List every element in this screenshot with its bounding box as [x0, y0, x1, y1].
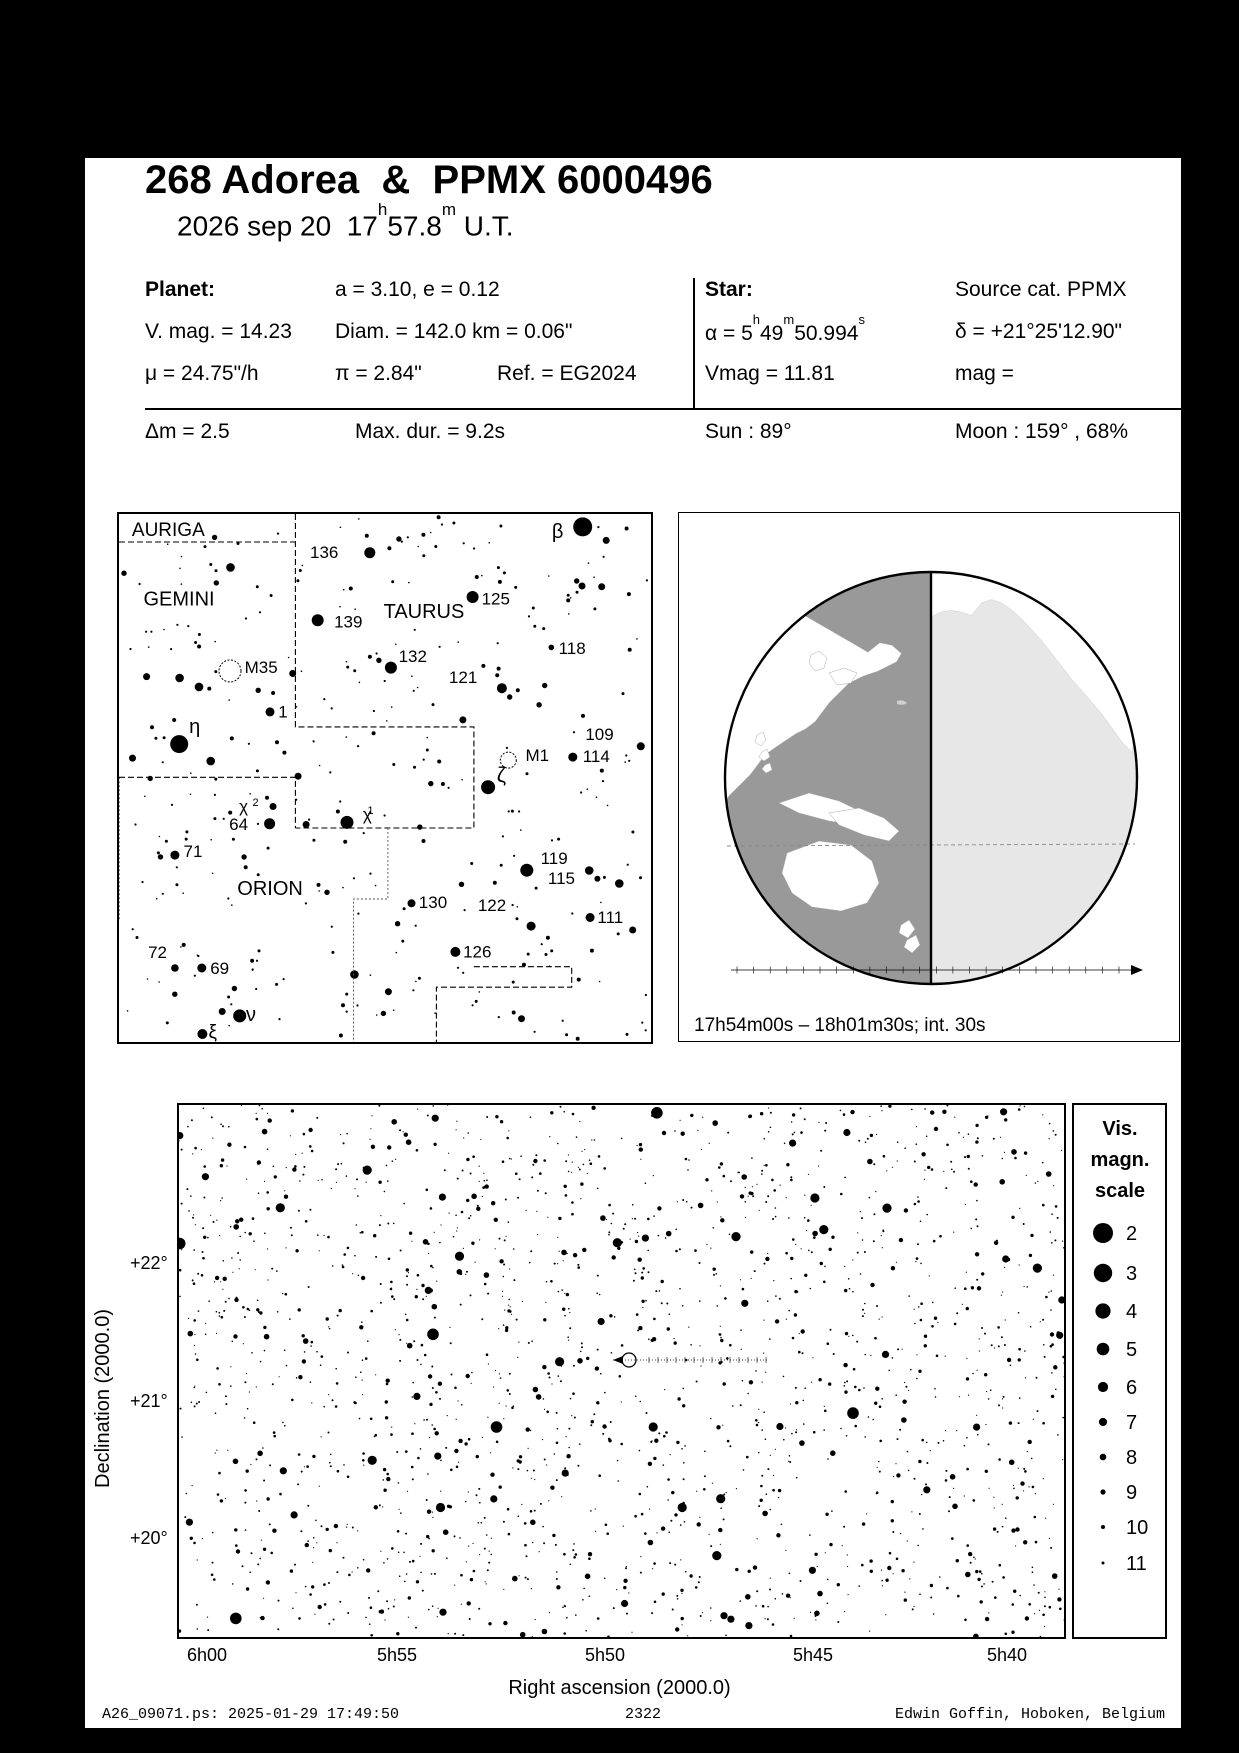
svg-text:136: 136: [310, 543, 338, 562]
svg-text:130: 130: [419, 893, 447, 912]
svg-text:10: 10: [1126, 1517, 1148, 1539]
svg-text:139: 139: [334, 613, 362, 632]
svg-text:121: 121: [449, 668, 477, 687]
svg-text:109: 109: [585, 725, 613, 744]
svg-text:119: 119: [541, 849, 568, 868]
svg-text:8: 8: [1126, 1447, 1137, 1469]
svg-text:GEMINI: GEMINI: [144, 589, 215, 611]
svg-text:6: 6: [1126, 1377, 1137, 1399]
svg-text:β: β: [552, 521, 564, 543]
svg-text:11: 11: [1126, 1553, 1147, 1575]
svg-text:69: 69: [210, 959, 229, 978]
svg-text:125: 125: [482, 590, 510, 609]
svg-text:M1: M1: [526, 746, 550, 765]
svg-text:118: 118: [559, 639, 586, 658]
svg-text:4: 4: [1126, 1301, 1137, 1323]
svg-text:ν: ν: [246, 1004, 256, 1026]
svg-text:111: 111: [597, 908, 623, 927]
svg-text:1: 1: [368, 805, 374, 817]
svg-text:AURIGA: AURIGA: [132, 520, 205, 541]
svg-text:115: 115: [548, 869, 575, 888]
svg-text:9: 9: [1126, 1482, 1137, 1504]
svg-text:132: 132: [399, 647, 427, 666]
svg-text:71: 71: [184, 842, 203, 861]
svg-text:1: 1: [278, 703, 287, 722]
svg-text:122: 122: [478, 896, 506, 915]
svg-text:7: 7: [1126, 1412, 1137, 1434]
svg-text:ξ: ξ: [209, 1022, 218, 1042]
svg-text:72: 72: [148, 943, 167, 962]
svg-text:114: 114: [583, 747, 610, 766]
svg-text:magn.: magn.: [1090, 1149, 1149, 1171]
svg-text:M35: M35: [245, 658, 278, 677]
svg-text:scale: scale: [1095, 1180, 1145, 1202]
svg-text:2: 2: [253, 797, 259, 809]
svg-text:3: 3: [1126, 1263, 1137, 1285]
svg-text:64: 64: [229, 815, 248, 834]
svg-text:ORION: ORION: [237, 878, 303, 900]
svg-text:2: 2: [1126, 1223, 1137, 1245]
svg-text:17h54m00s – 18h01m30s; int. 30: 17h54m00s – 18h01m30s; int. 30s: [694, 1015, 986, 1036]
svg-text:5: 5: [1126, 1339, 1137, 1361]
svg-text:χ: χ: [239, 797, 248, 816]
svg-text:Vis.: Vis.: [1102, 1118, 1137, 1140]
svg-text:126: 126: [463, 943, 491, 962]
svg-text:ζ: ζ: [497, 764, 506, 787]
svg-text:η: η: [189, 716, 200, 738]
svg-text:TAURUS: TAURUS: [384, 601, 465, 623]
